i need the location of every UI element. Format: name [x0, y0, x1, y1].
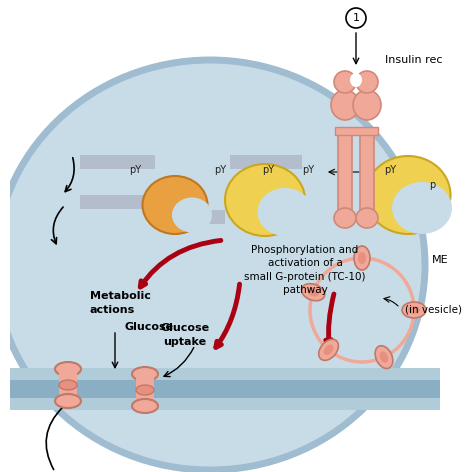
Ellipse shape — [334, 71, 356, 93]
Bar — [0, 0, 474, 15]
Ellipse shape — [402, 302, 426, 318]
Text: pY: pY — [302, 165, 314, 175]
Bar — [440, 0, 474, 472]
Ellipse shape — [356, 208, 378, 228]
Ellipse shape — [143, 176, 208, 234]
Text: Glucose
uptake: Glucose uptake — [160, 323, 210, 346]
Bar — [0, 0, 10, 472]
Circle shape — [346, 8, 366, 28]
Ellipse shape — [132, 367, 158, 381]
Text: ME: ME — [432, 255, 448, 265]
Ellipse shape — [331, 90, 359, 120]
Text: p: p — [429, 180, 435, 190]
Bar — [335, 127, 378, 135]
Bar — [0, 380, 474, 398]
Ellipse shape — [324, 345, 334, 355]
Ellipse shape — [55, 362, 81, 376]
Text: Metabolic
actions: Metabolic actions — [90, 291, 151, 315]
Ellipse shape — [354, 246, 370, 270]
Text: Glucose: Glucose — [125, 322, 174, 332]
Ellipse shape — [380, 352, 388, 363]
Bar — [80, 195, 155, 209]
Bar — [338, 130, 352, 210]
Text: Phosphorylation and
activation of a
small G-protein (TC-10)
pathway: Phosphorylation and activation of a smal… — [244, 245, 366, 295]
Ellipse shape — [59, 380, 77, 390]
Bar — [155, 210, 225, 224]
Ellipse shape — [392, 182, 452, 234]
Ellipse shape — [353, 90, 381, 120]
Text: pY: pY — [129, 165, 141, 175]
Ellipse shape — [365, 156, 450, 234]
Ellipse shape — [319, 339, 338, 360]
Text: (in vesicle): (in vesicle) — [405, 305, 462, 315]
Ellipse shape — [257, 188, 312, 236]
Ellipse shape — [334, 208, 356, 228]
Ellipse shape — [172, 197, 212, 233]
Text: pY: pY — [214, 165, 226, 175]
Ellipse shape — [356, 71, 378, 93]
Bar — [59, 369, 77, 401]
Ellipse shape — [0, 60, 425, 470]
Ellipse shape — [307, 288, 319, 296]
Text: pY: pY — [384, 165, 396, 175]
Ellipse shape — [408, 306, 420, 314]
Bar — [360, 130, 374, 210]
Ellipse shape — [375, 346, 393, 369]
Ellipse shape — [136, 385, 154, 395]
Ellipse shape — [55, 394, 81, 408]
Ellipse shape — [301, 284, 325, 301]
Text: pY: pY — [262, 165, 274, 175]
Bar — [0, 368, 474, 410]
Ellipse shape — [132, 399, 158, 413]
Text: Insulin rec: Insulin rec — [385, 55, 443, 65]
Ellipse shape — [350, 73, 362, 87]
Bar — [80, 155, 155, 169]
Bar — [230, 155, 302, 169]
Ellipse shape — [358, 252, 366, 264]
Bar — [136, 374, 154, 406]
Ellipse shape — [225, 164, 305, 236]
Text: 1: 1 — [353, 13, 359, 23]
